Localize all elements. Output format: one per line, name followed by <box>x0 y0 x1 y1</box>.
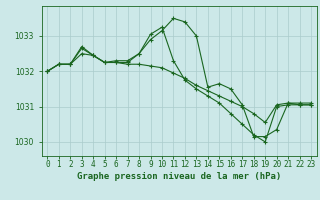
X-axis label: Graphe pression niveau de la mer (hPa): Graphe pression niveau de la mer (hPa) <box>77 172 281 181</box>
